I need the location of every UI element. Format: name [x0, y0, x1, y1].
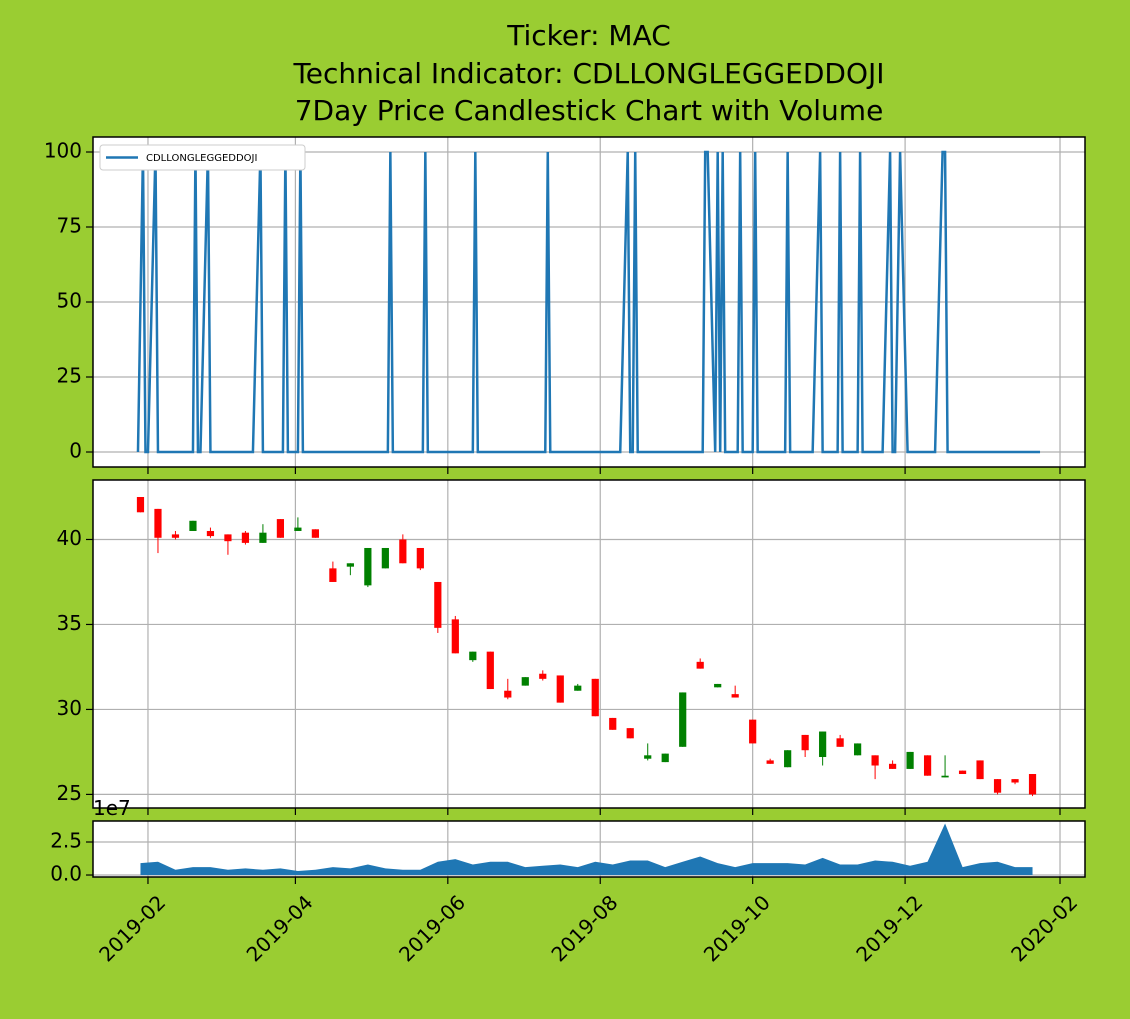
candle-body — [259, 532, 267, 543]
candle-body — [609, 717, 617, 730]
plot-area — [93, 480, 1085, 808]
y-tick-label: 35 — [57, 611, 82, 635]
plot-frame — [92, 820, 1086, 878]
candle-body — [206, 530, 215, 537]
candle-body — [679, 692, 687, 747]
y-tick-label: 50 — [57, 289, 82, 313]
candle-body — [504, 690, 512, 698]
plot-marks — [140, 823, 1033, 876]
candle-body — [136, 496, 145, 513]
candle-body — [958, 770, 967, 775]
candle-body — [486, 651, 494, 690]
candle-body — [1028, 774, 1037, 795]
candle-body — [801, 734, 809, 751]
candle-body — [346, 563, 354, 567]
volume-area — [140, 823, 1033, 876]
candle-body — [714, 683, 722, 688]
candle-body — [626, 728, 634, 739]
candle-body — [224, 534, 232, 542]
plot-frame — [92, 479, 1086, 809]
plot-marks — [136, 150, 1041, 454]
y-tick-label: 0.0 — [50, 862, 82, 886]
candle-body — [888, 763, 897, 769]
candle-body — [836, 738, 844, 747]
title-line: Ticker: MAC — [506, 19, 671, 52]
candle-body — [871, 755, 879, 766]
candle-body — [854, 743, 862, 756]
candle-body — [766, 760, 774, 764]
indicator-line — [136, 150, 1041, 454]
candle-body — [923, 755, 932, 776]
candle-body — [591, 678, 599, 717]
candle-body — [1011, 779, 1019, 783]
axis-offset-label: 1e7 — [93, 796, 131, 820]
y-tick-label: 25 — [57, 364, 82, 388]
candle-body — [696, 661, 704, 669]
candle-body — [399, 539, 407, 564]
candle-body — [329, 568, 337, 582]
candle-body — [574, 685, 582, 691]
candle-body — [434, 581, 442, 628]
candle-body — [241, 532, 250, 543]
y-tick-label: 0 — [69, 439, 82, 463]
candle-body — [381, 547, 389, 569]
candle-body — [171, 534, 180, 538]
y-tick-label: 30 — [57, 696, 82, 720]
candle-body — [661, 753, 669, 763]
candle-body — [976, 760, 984, 780]
candle-body — [154, 508, 162, 538]
candle-body — [906, 751, 914, 769]
candle-body — [416, 547, 424, 569]
y-tick-label: 75 — [57, 214, 82, 238]
candle-body — [749, 719, 757, 744]
plot-marks — [136, 496, 1037, 797]
title-line: Technical Indicator: CDLLONGLEGGEDDOJI — [292, 57, 884, 90]
candle-body — [941, 775, 949, 778]
title-line: 7Day Price Candlestick Chart with Volume — [295, 94, 884, 127]
candle-body — [311, 529, 319, 538]
legend-label: CDLLONGLEGGEDDOJI — [146, 153, 257, 164]
candle-body — [451, 619, 459, 654]
candle-body — [189, 520, 197, 531]
candle-body — [731, 694, 739, 698]
candle-body — [521, 677, 529, 686]
y-tick-label: 40 — [57, 526, 82, 550]
legend-box — [99, 144, 306, 171]
candle-body — [469, 651, 477, 661]
candle-body — [644, 755, 652, 759]
candle-body — [993, 779, 1002, 793]
plot-frame — [92, 136, 1086, 468]
candle-body — [556, 675, 564, 703]
candle-body — [539, 673, 547, 679]
y-tick-label: 25 — [57, 781, 82, 805]
y-tick-label: 100 — [44, 139, 82, 163]
candle-body — [276, 519, 285, 538]
candle-body — [294, 527, 302, 531]
candle-body — [784, 750, 792, 768]
y-tick-label: 2.5 — [50, 829, 82, 853]
candle-body — [819, 731, 827, 758]
candle-body — [364, 547, 372, 586]
